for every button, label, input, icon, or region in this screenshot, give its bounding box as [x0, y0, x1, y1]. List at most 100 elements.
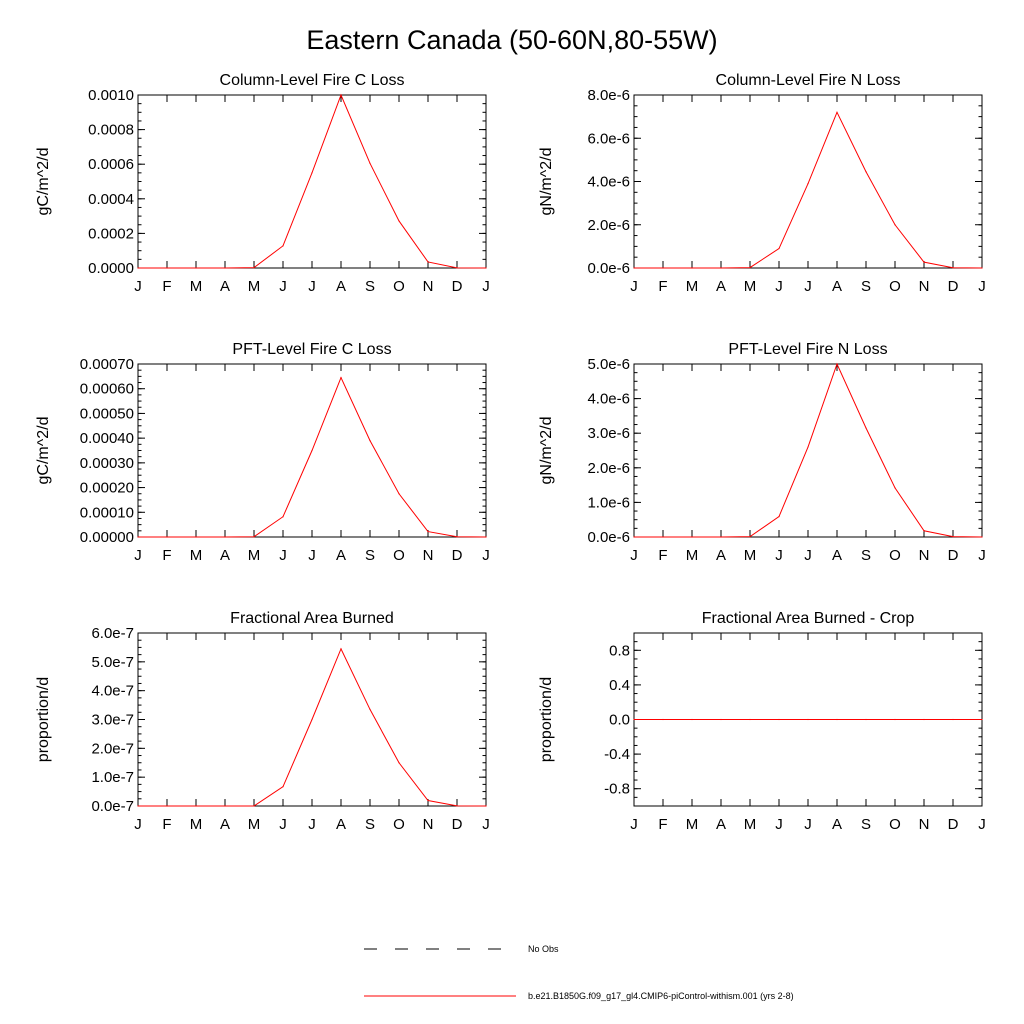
data-point — [836, 718, 838, 721]
data-point — [166, 267, 168, 269]
y-tick-label: 0.8 — [609, 642, 630, 659]
x-tick-label: N — [919, 547, 930, 564]
x-tick-label: J — [482, 278, 490, 295]
x-tick-label: S — [861, 816, 871, 833]
series-line — [138, 93, 487, 269]
data-point — [253, 805, 255, 807]
x-tick-label: M — [744, 278, 757, 295]
x-tick-label: J — [134, 278, 142, 295]
x-tick-label: J — [978, 816, 986, 833]
data-point — [836, 363, 838, 365]
y-tick-label: 3.0e-7 — [91, 712, 134, 729]
y-tick-label: 0.00060 — [80, 381, 134, 398]
data-point — [720, 718, 722, 721]
y-tick-label: 0.0e-6 — [587, 260, 630, 277]
y-tick-label: 1.0e-7 — [91, 769, 134, 786]
chart-panel-2: PFT-Level Fire C Loss 0.00000 0.00010 0.000… — [35, 341, 490, 564]
x-tick-label: D — [452, 816, 463, 833]
x-tick-label: M — [190, 816, 203, 833]
data-point — [633, 718, 635, 721]
x-tick-label: M — [248, 816, 261, 833]
y-tick-label: 1.0e-6 — [587, 494, 630, 511]
x-tick-label: A — [336, 278, 346, 295]
data-point — [952, 536, 954, 538]
data-point — [340, 376, 342, 379]
data-point — [369, 708, 371, 711]
x-tick-label: M — [686, 816, 699, 833]
data-point — [778, 515, 780, 518]
x-tick-label: S — [861, 547, 871, 564]
series-line — [634, 362, 983, 538]
x-tick-label: J — [978, 278, 986, 295]
legend: No Obs b.e21.B1850G.f09_g17_gl4.CMIP6-pi… — [364, 944, 794, 1001]
y-tick-label: -0.8 — [604, 781, 630, 798]
x-tick-label: M — [190, 278, 203, 295]
x-tick-label: O — [393, 816, 405, 833]
x-tick-label: N — [423, 816, 434, 833]
x-tick-label: N — [919, 816, 930, 833]
x-tick-label: J — [630, 547, 638, 564]
y-tick-label: 0.0e-7 — [91, 798, 134, 815]
plot-frame — [633, 94, 983, 269]
y-tick-label: 0.0000 — [88, 260, 134, 277]
data-point — [894, 487, 896, 489]
x-tick-label: A — [716, 278, 726, 295]
data-point — [456, 267, 458, 269]
y-tick-label: 0.0010 — [88, 87, 134, 104]
data-point — [691, 267, 693, 269]
x-tick-label: M — [248, 278, 261, 295]
data-point — [282, 516, 284, 518]
x-tick-label: A — [832, 278, 842, 295]
data-point — [749, 718, 751, 721]
y-tick-label: 0.00030 — [80, 455, 134, 472]
x-tick-label: N — [423, 278, 434, 295]
x-tick-label: J — [775, 278, 783, 295]
x-tick-label: N — [919, 278, 930, 295]
data-point — [137, 267, 139, 269]
data-point — [691, 718, 693, 721]
data-point — [923, 718, 925, 721]
x-tick-label: D — [452, 547, 463, 564]
x-tick-label: S — [365, 816, 375, 833]
x-tick-label: J — [630, 278, 638, 295]
data-point — [749, 266, 751, 269]
chart-panel-0: Column-Level Fire C Loss 0.0000 0.0002 0.00… — [35, 72, 490, 295]
y-tick-label: 2.0e-6 — [587, 460, 630, 477]
x-tick-label: O — [393, 547, 405, 564]
series-line — [634, 111, 983, 269]
chart-panel-1: Column-Level Fire N Loss 0.0e-6 2.0e-6 4.0e… — [538, 72, 986, 295]
data-point — [662, 267, 664, 269]
y-tick-label: 0.0002 — [88, 225, 134, 242]
x-tick-label: J — [804, 278, 812, 295]
panel-title: Fractional Area Burned - Crop — [702, 610, 915, 627]
data-point — [485, 536, 487, 538]
x-tick-label: O — [889, 547, 901, 564]
data-point — [224, 536, 226, 538]
y-axis-label: gN/m^2/d — [538, 148, 555, 216]
plot-frame — [137, 94, 487, 269]
x-tick-label: J — [978, 547, 986, 564]
data-point — [456, 536, 458, 538]
x-tick-label: N — [423, 547, 434, 564]
x-tick-label: F — [162, 278, 171, 295]
y-tick-label: 0.0e-6 — [587, 529, 630, 546]
x-tick-label: S — [861, 278, 871, 295]
x-tick-label: A — [336, 816, 346, 833]
data-point — [662, 718, 664, 721]
x-tick-label: J — [804, 816, 812, 833]
x-tick-label: J — [482, 816, 490, 833]
x-tick-label: F — [162, 547, 171, 564]
panel-title: PFT-Level Fire N Loss — [728, 341, 887, 358]
x-tick-label: J — [279, 816, 287, 833]
y-tick-label: 0.0006 — [88, 156, 134, 173]
y-tick-label: 5.0e-6 — [587, 356, 630, 373]
x-tick-label: S — [365, 278, 375, 295]
y-tick-label: 8.0e-6 — [587, 87, 630, 104]
y-tick-label: 0.00000 — [80, 529, 134, 546]
y-tick-label: 0.00050 — [80, 405, 134, 422]
x-tick-label: D — [948, 816, 959, 833]
data-point — [137, 536, 139, 538]
data-point — [952, 718, 954, 721]
data-point — [398, 493, 400, 495]
y-tick-label: 0.00040 — [80, 430, 134, 447]
